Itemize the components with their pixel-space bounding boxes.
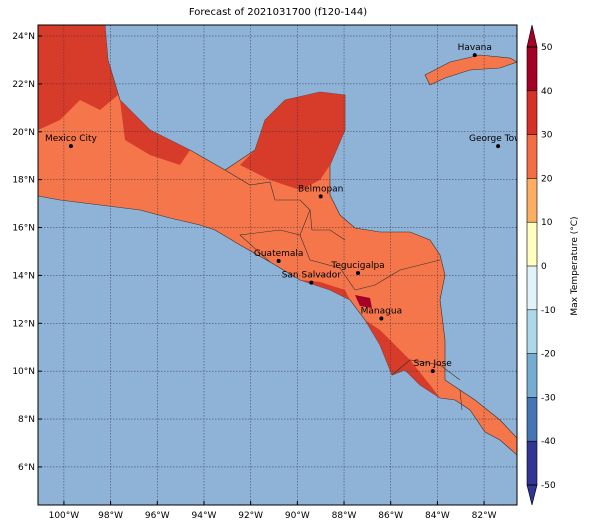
colorbar-band	[527, 178, 537, 223]
colorbar-tick-label: 30	[541, 131, 553, 141]
colorbar-band	[527, 47, 537, 91]
land-hot	[365, 320, 440, 398]
colorbar-tick-label: -10	[541, 306, 556, 316]
city-label: San Jose	[414, 359, 453, 369]
colorbar-tick-label: 40	[541, 87, 553, 97]
x-tick-label: 96°W	[145, 511, 170, 521]
colorbar-band	[527, 134, 537, 179]
y-tick-label: 6°N	[18, 463, 35, 473]
y-tick-label: 18°N	[12, 176, 35, 186]
y-tick-label: 10°N	[12, 367, 35, 377]
x-tick-label: 98°W	[98, 511, 123, 521]
x-tick-label: 100°W	[49, 511, 80, 521]
cities: Mexico City Havana George Town Belmopan Guat…	[45, 43, 527, 374]
city-dot	[318, 194, 323, 199]
city-label: Managua	[361, 307, 402, 317]
city-label: George Town	[469, 134, 527, 144]
colorbar-extend-top	[526, 24, 538, 48]
city-dot	[356, 271, 361, 276]
land-hot	[300, 280, 350, 300]
city-dot	[472, 53, 477, 58]
colorbar: -50 -40 -30 -20 -10 0 10 20 30 40 50	[526, 24, 556, 506]
x-tick-label: 90°W	[285, 511, 310, 521]
city-label: Mexico City	[45, 134, 98, 144]
y-tick-label: 12°N	[12, 319, 35, 329]
colorbar-tick-label: 0	[541, 262, 547, 272]
colorbar-band	[527, 397, 537, 442]
land-hot	[38, 25, 118, 130]
land-hot	[240, 92, 345, 190]
graticule	[38, 25, 517, 505]
y-tick-label: 8°N	[18, 415, 35, 425]
x-tick-label: 84°W	[425, 511, 450, 521]
land-hottest	[355, 295, 372, 308]
colorbar-label: Max Temperature (°C)	[570, 216, 580, 315]
y-tick-label: 14°N	[12, 271, 35, 281]
colorbar-band	[527, 309, 537, 354]
city-dot	[309, 280, 314, 285]
colorbar-tick-label: 10	[541, 218, 553, 228]
city-label: Tegucigalpa	[330, 261, 384, 271]
city-dot	[68, 144, 73, 149]
border	[224, 169, 311, 263]
colorbar-band	[527, 266, 537, 310]
x-tick-label: 86°W	[378, 511, 403, 521]
border	[299, 234, 356, 291]
city-dot	[430, 369, 435, 374]
title: Forecast of 2021031700 (f120-144)	[189, 7, 367, 18]
colorbar-band	[527, 222, 537, 266]
x-tick-label: 94°W	[192, 511, 217, 521]
y-tick-label: 20°N	[12, 128, 35, 138]
city-dot	[276, 259, 281, 264]
axes: 100°W 98°W 96°W 94°W 92°W 90°W 88°W 86°W 84°W 82°…	[12, 32, 496, 521]
cuba	[424, 54, 517, 86]
border	[354, 259, 441, 291]
colorbar-band	[527, 441, 537, 485]
city-label: San Salvador	[282, 271, 342, 281]
colorbar-tick-label: -30	[541, 393, 556, 403]
colorbar-band	[527, 353, 537, 398]
city-label: Guatemala	[254, 249, 304, 259]
x-tick-label: 82°W	[472, 511, 497, 521]
city-dot	[379, 316, 384, 321]
colorbar-tick-label: 50	[541, 43, 553, 53]
city-dot	[496, 144, 501, 149]
city-label: Havana	[458, 43, 492, 53]
x-tick-label: 92°W	[238, 511, 263, 521]
city-label: Belmopan	[298, 184, 343, 194]
map-area: Mexico City Havana George Town Belmopan Guat…	[38, 25, 527, 505]
colorbar-band	[527, 90, 537, 135]
border	[391, 359, 461, 381]
land-hot	[120, 100, 190, 165]
map-frame	[37, 24, 518, 506]
colorbar-tick-label: -50	[541, 481, 556, 491]
border	[309, 209, 346, 241]
border	[459, 389, 463, 411]
y-tick-label: 24°N	[12, 32, 35, 42]
x-tick-label: 88°W	[332, 511, 357, 521]
colorbar-tick-label: 20	[541, 174, 553, 184]
y-tick-label: 16°N	[12, 224, 35, 234]
colorbar-tick-label: -40	[541, 437, 556, 447]
y-tick-label: 22°N	[12, 80, 35, 90]
colorbar-extend-bottom	[526, 484, 538, 506]
colorbar-tick-label: -20	[541, 350, 556, 360]
